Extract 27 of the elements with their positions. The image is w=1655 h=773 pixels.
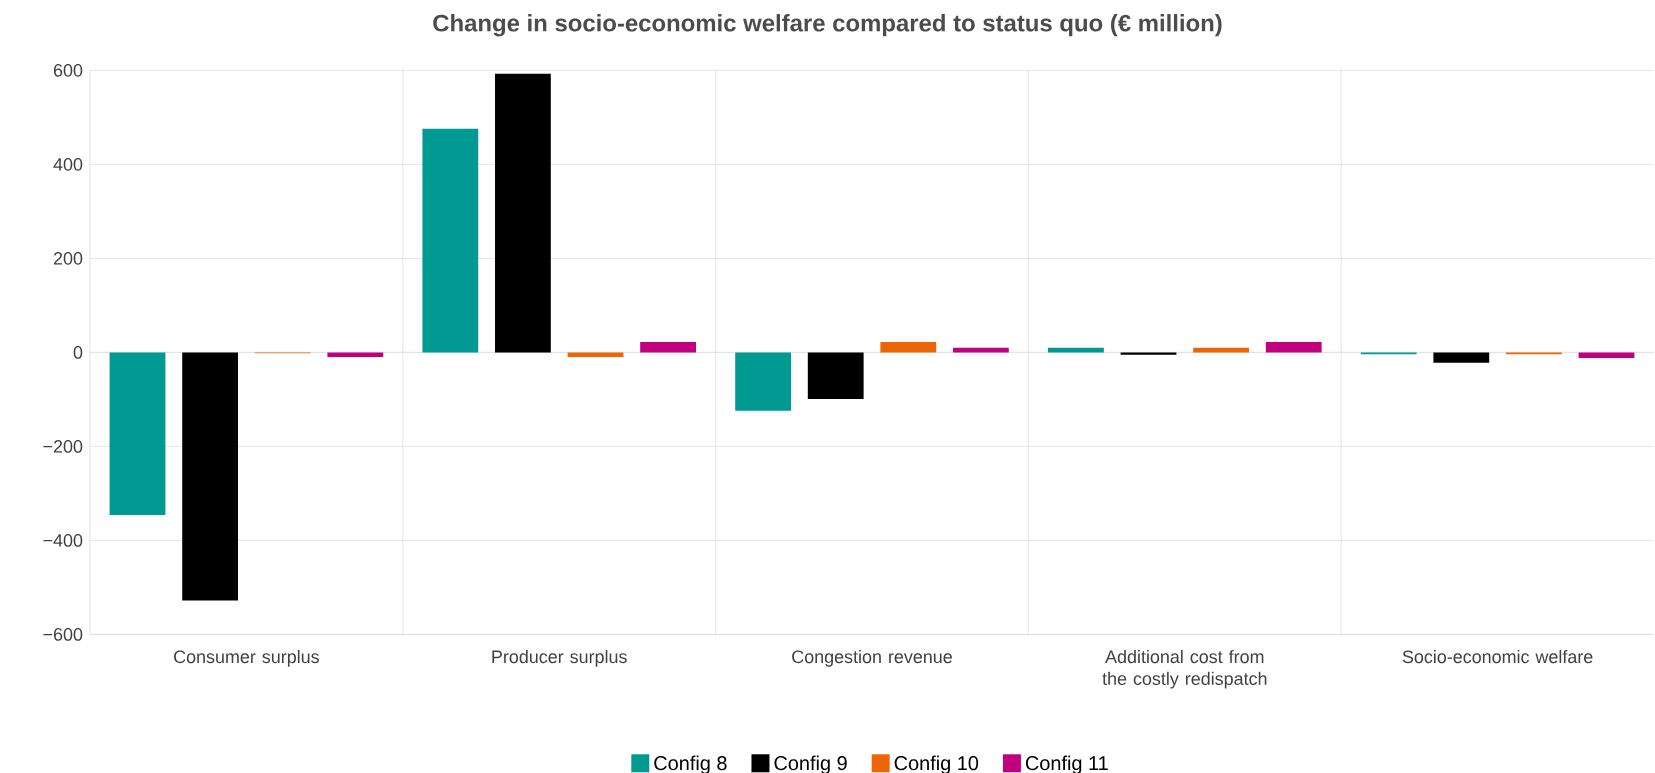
bar <box>422 128 479 353</box>
y-tick-label: 0 <box>73 346 83 359</box>
bar <box>640 342 697 353</box>
x-tick-label: Consumer surplus <box>174 649 319 667</box>
y-tick-label: 600 <box>53 64 83 77</box>
bar <box>1120 352 1177 355</box>
bar <box>327 352 384 358</box>
y-tick-label: 200 <box>53 252 83 265</box>
bar <box>567 352 624 358</box>
x-tick-label: Congestion revenue <box>792 649 952 667</box>
bar <box>1265 342 1322 353</box>
bar <box>880 342 937 353</box>
x-tick-label: Producer surplus <box>492 649 627 667</box>
x-tick-label: Additional cost from the costly redispatch <box>1102 649 1267 689</box>
y-tick-label: −200 <box>43 440 83 453</box>
y-tick-label: −600 <box>43 628 83 641</box>
bar <box>1433 352 1490 363</box>
y-tick-label: 400 <box>53 158 83 171</box>
chart-title: Change in socio-economic welfare compared to status quo (€ million) <box>433 14 1222 37</box>
bar <box>182 352 238 601</box>
bar <box>1578 352 1635 359</box>
bar <box>109 352 166 516</box>
x-tick-label: Socio-economic welfare <box>1402 649 1593 664</box>
y-tick-label: −400 <box>43 534 83 547</box>
bar <box>495 73 551 353</box>
bar <box>735 352 792 411</box>
bar <box>807 352 864 399</box>
